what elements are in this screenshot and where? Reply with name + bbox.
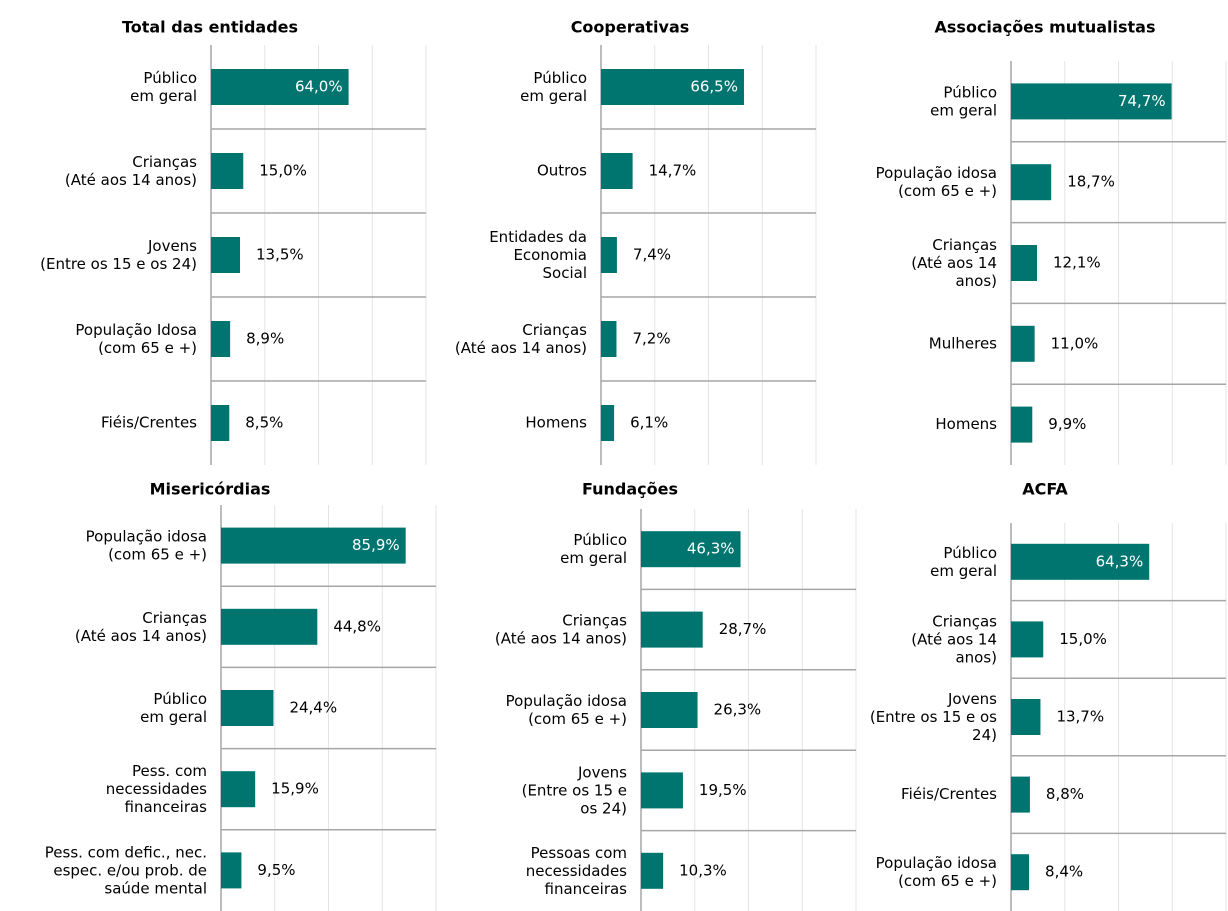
value-label: 13,7% xyxy=(1056,708,1104,726)
category-label: Entidades da Economia Social xyxy=(489,228,587,282)
category-label: Público em geral xyxy=(560,531,627,567)
bar xyxy=(221,852,242,889)
bar xyxy=(211,321,231,357)
category-label: Crianças (Até aos 14 anos) xyxy=(455,321,587,357)
bar xyxy=(221,771,256,808)
category-label: População idosa (com 65 e +) xyxy=(86,527,207,563)
bar xyxy=(211,69,349,105)
value-label: 7,4% xyxy=(633,246,671,264)
value-label: 28,7% xyxy=(719,620,767,638)
category-label: Jovens (Entre os 15 e os 24) xyxy=(40,237,197,273)
bar xyxy=(221,690,274,726)
category-label: Jovens (Entre os 15 e os 24) xyxy=(870,690,997,744)
value-label: 85,9% xyxy=(352,536,400,554)
value-label: 44,8% xyxy=(333,617,381,635)
value-label: 9,9% xyxy=(1048,415,1086,433)
value-label: 15,0% xyxy=(1059,630,1107,648)
bar xyxy=(601,321,617,357)
value-label: 6,1% xyxy=(630,414,668,432)
bar xyxy=(641,852,664,889)
chart-title: Associações mutualistas xyxy=(935,18,1156,37)
bar xyxy=(1011,83,1172,120)
bar xyxy=(641,531,741,568)
bar xyxy=(601,237,617,273)
category-label: Pessoas com necessidades financeiras xyxy=(526,843,627,897)
category-label: Mulheres xyxy=(929,334,997,352)
bar xyxy=(1011,406,1033,443)
category-label: Crianças (Até aos 14 anos) xyxy=(911,236,997,290)
bar xyxy=(1011,164,1052,201)
category-label: Público em geral xyxy=(520,69,587,105)
category-label: Pess. com necessidades financeiras xyxy=(106,762,207,816)
category-label: Homens xyxy=(525,414,587,432)
value-label: 10,3% xyxy=(679,861,727,879)
value-label: 46,3% xyxy=(687,540,735,558)
value-label: 18,7% xyxy=(1067,173,1115,191)
chart-title: Misericórdias xyxy=(150,480,271,499)
bar xyxy=(641,772,683,809)
value-label: 11,0% xyxy=(1051,334,1099,352)
value-label: 74,7% xyxy=(1118,92,1166,110)
value-label: 8,8% xyxy=(1046,785,1084,803)
value-label: 12,1% xyxy=(1053,254,1101,272)
category-label: Homens xyxy=(935,415,997,433)
value-label: 15,0% xyxy=(259,162,307,180)
value-label: 13,5% xyxy=(256,246,304,264)
bar xyxy=(641,611,703,648)
bar xyxy=(211,405,230,441)
value-label: 7,2% xyxy=(632,330,670,348)
category-label: Crianças (Até aos 14 anos) xyxy=(65,153,197,189)
bar xyxy=(601,405,615,441)
value-label: 8,5% xyxy=(245,414,283,432)
value-label: 64,3% xyxy=(1096,552,1144,570)
category-label: Fiéis/Crentes xyxy=(901,785,997,803)
bar xyxy=(221,527,406,564)
value-label: 19,5% xyxy=(699,781,747,799)
bar xyxy=(1011,325,1035,362)
category-label: População Idosa (com 65 e +) xyxy=(75,321,197,357)
category-label: Crianças (Até aos 14 anos) xyxy=(911,612,997,666)
value-label: 14,7% xyxy=(649,162,697,180)
bar xyxy=(1011,245,1038,281)
category-label: Público em geral xyxy=(930,83,997,119)
chart-title: ACFA xyxy=(1022,480,1068,499)
value-label: 26,3% xyxy=(714,701,762,719)
chart-title: Total das entidades xyxy=(122,18,298,37)
value-label: 8,4% xyxy=(1045,863,1083,881)
category-label: Jovens (Entre os 15 e os 24) xyxy=(522,763,628,817)
bar xyxy=(1011,699,1041,735)
bar xyxy=(601,153,633,189)
category-label: Crianças (Até aos 14 anos) xyxy=(495,611,627,647)
bar xyxy=(221,608,318,645)
value-label: 66,5% xyxy=(690,78,738,96)
category-label: Público em geral xyxy=(930,543,997,579)
value-label: 8,9% xyxy=(246,330,284,348)
category-label: População idosa (com 65 e +) xyxy=(506,692,627,728)
bar xyxy=(211,237,241,273)
category-label: População idosa (com 65 e +) xyxy=(876,164,997,200)
category-label: Pess. com defic., nec. espec. e/ou prob. … xyxy=(45,843,207,897)
bar xyxy=(211,153,244,189)
chart-title: Fundações xyxy=(582,480,678,499)
value-label: 15,9% xyxy=(271,780,319,798)
category-label: Fiéis/Crentes xyxy=(101,414,197,432)
category-label: Crianças (Até aos 14 anos) xyxy=(75,608,207,644)
chart-title: Cooperativas xyxy=(571,18,690,37)
bar xyxy=(1011,854,1030,891)
value-label: 24,4% xyxy=(289,699,337,717)
category-label: Público em geral xyxy=(140,690,207,726)
bar xyxy=(1011,776,1030,813)
value-label: 9,5% xyxy=(257,861,295,879)
value-label: 64,0% xyxy=(295,78,343,96)
category-label: Público em geral xyxy=(130,69,197,105)
category-label: População idosa (com 65 e +) xyxy=(876,854,997,890)
bar xyxy=(601,69,744,105)
bar xyxy=(1011,543,1150,580)
bar xyxy=(1011,621,1044,658)
category-label: Outros xyxy=(537,162,587,180)
bar xyxy=(641,692,698,728)
